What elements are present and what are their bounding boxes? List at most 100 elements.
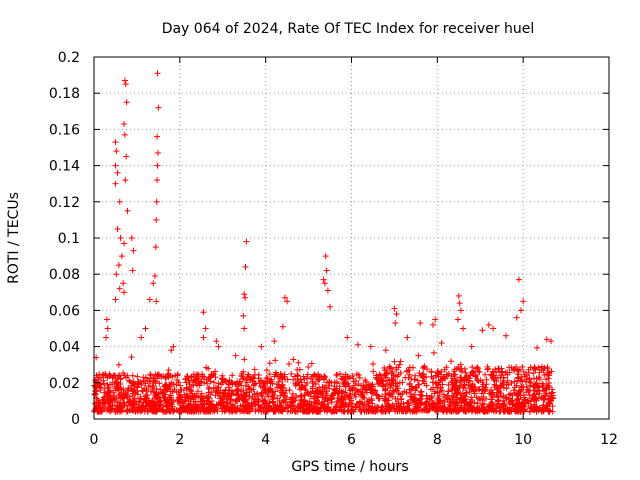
data-point [495, 365, 502, 372]
y-tick-label: 0.06 [49, 303, 80, 319]
data-point [242, 294, 249, 301]
data-point [114, 225, 121, 232]
data-point [91, 400, 98, 407]
data-point [346, 387, 353, 394]
y-tick-label: 0.18 [49, 86, 80, 102]
data-point [334, 371, 341, 378]
data-point [461, 381, 468, 388]
data-point [415, 352, 422, 359]
data-point [123, 153, 130, 160]
chart-title: Day 064 of 2024, Rate Of TEC Index for r… [162, 21, 535, 37]
data-point [531, 363, 538, 370]
data-point [358, 392, 365, 399]
y-tick-label: 0.2 [58, 50, 80, 66]
data-point [121, 77, 128, 84]
data-point [116, 285, 123, 292]
data-point [201, 379, 208, 386]
data-point [472, 373, 479, 380]
data-point [435, 373, 442, 380]
data-point [255, 371, 262, 378]
data-point [304, 371, 311, 378]
data-point [147, 388, 154, 395]
data-point [300, 373, 307, 380]
y-tick-label: 0.12 [49, 195, 80, 211]
data-point [112, 180, 119, 187]
data-point [153, 198, 160, 205]
data-point [366, 397, 373, 404]
data-point [215, 380, 222, 387]
data-point [251, 375, 258, 382]
data-point [279, 323, 286, 330]
data-point [259, 393, 266, 400]
data-point [154, 70, 161, 77]
data-point [327, 303, 334, 310]
data-point [120, 385, 127, 392]
data-point [242, 263, 249, 270]
data-point [124, 387, 131, 394]
data-point [210, 379, 217, 386]
y-tick-label: 0.1 [58, 231, 80, 247]
data-point [157, 386, 164, 393]
data-point [460, 325, 467, 332]
data-point [101, 399, 108, 406]
data-point [135, 391, 142, 398]
data-point [122, 81, 129, 88]
data-point [187, 386, 194, 393]
data-point [428, 369, 435, 376]
data-point [455, 292, 462, 299]
data-point [226, 377, 233, 384]
data-point [479, 327, 486, 334]
y-tick-label: 0.02 [49, 376, 80, 392]
data-point [114, 169, 121, 176]
data-point [120, 280, 127, 287]
data-point [100, 372, 107, 379]
data-point [417, 392, 424, 399]
data-point [308, 360, 315, 367]
data-point [488, 386, 495, 393]
x-tick-label: 4 [261, 432, 270, 448]
data-point [154, 133, 161, 140]
data-point [121, 240, 128, 247]
data-point [369, 381, 376, 388]
x-tick-label: 0 [90, 432, 99, 448]
data-point [516, 366, 523, 373]
data-point [212, 374, 219, 381]
data-point [518, 307, 525, 314]
data-point [482, 371, 489, 378]
data-point [324, 287, 331, 294]
data-point [511, 378, 518, 385]
data-point [93, 388, 100, 395]
data-point [129, 392, 136, 399]
data-point [457, 307, 464, 314]
data-point [404, 334, 411, 341]
data-point [540, 402, 547, 409]
data-point [462, 396, 469, 403]
data-point [112, 296, 119, 303]
data-point [152, 244, 159, 251]
data-point [540, 396, 547, 403]
data-point [171, 386, 178, 393]
y-tick-label: 0.16 [49, 122, 80, 138]
data-point [355, 381, 362, 388]
data-point [186, 381, 193, 388]
data-point [429, 379, 436, 386]
data-point [480, 393, 487, 400]
data-point [414, 377, 421, 384]
data-point [472, 373, 479, 380]
data-point [295, 359, 302, 366]
data-point [504, 377, 511, 384]
data-point [354, 341, 361, 348]
data-point [533, 391, 540, 398]
data-point [498, 382, 505, 389]
data-point [369, 400, 376, 407]
data-point [466, 377, 473, 384]
data-point [115, 361, 122, 368]
data-point [116, 391, 123, 398]
data-point [151, 374, 158, 381]
data-point [462, 369, 469, 376]
data-point [440, 391, 447, 398]
data-point [362, 378, 369, 385]
data-point [476, 369, 483, 376]
data-point [498, 372, 505, 379]
data-point [275, 378, 282, 385]
